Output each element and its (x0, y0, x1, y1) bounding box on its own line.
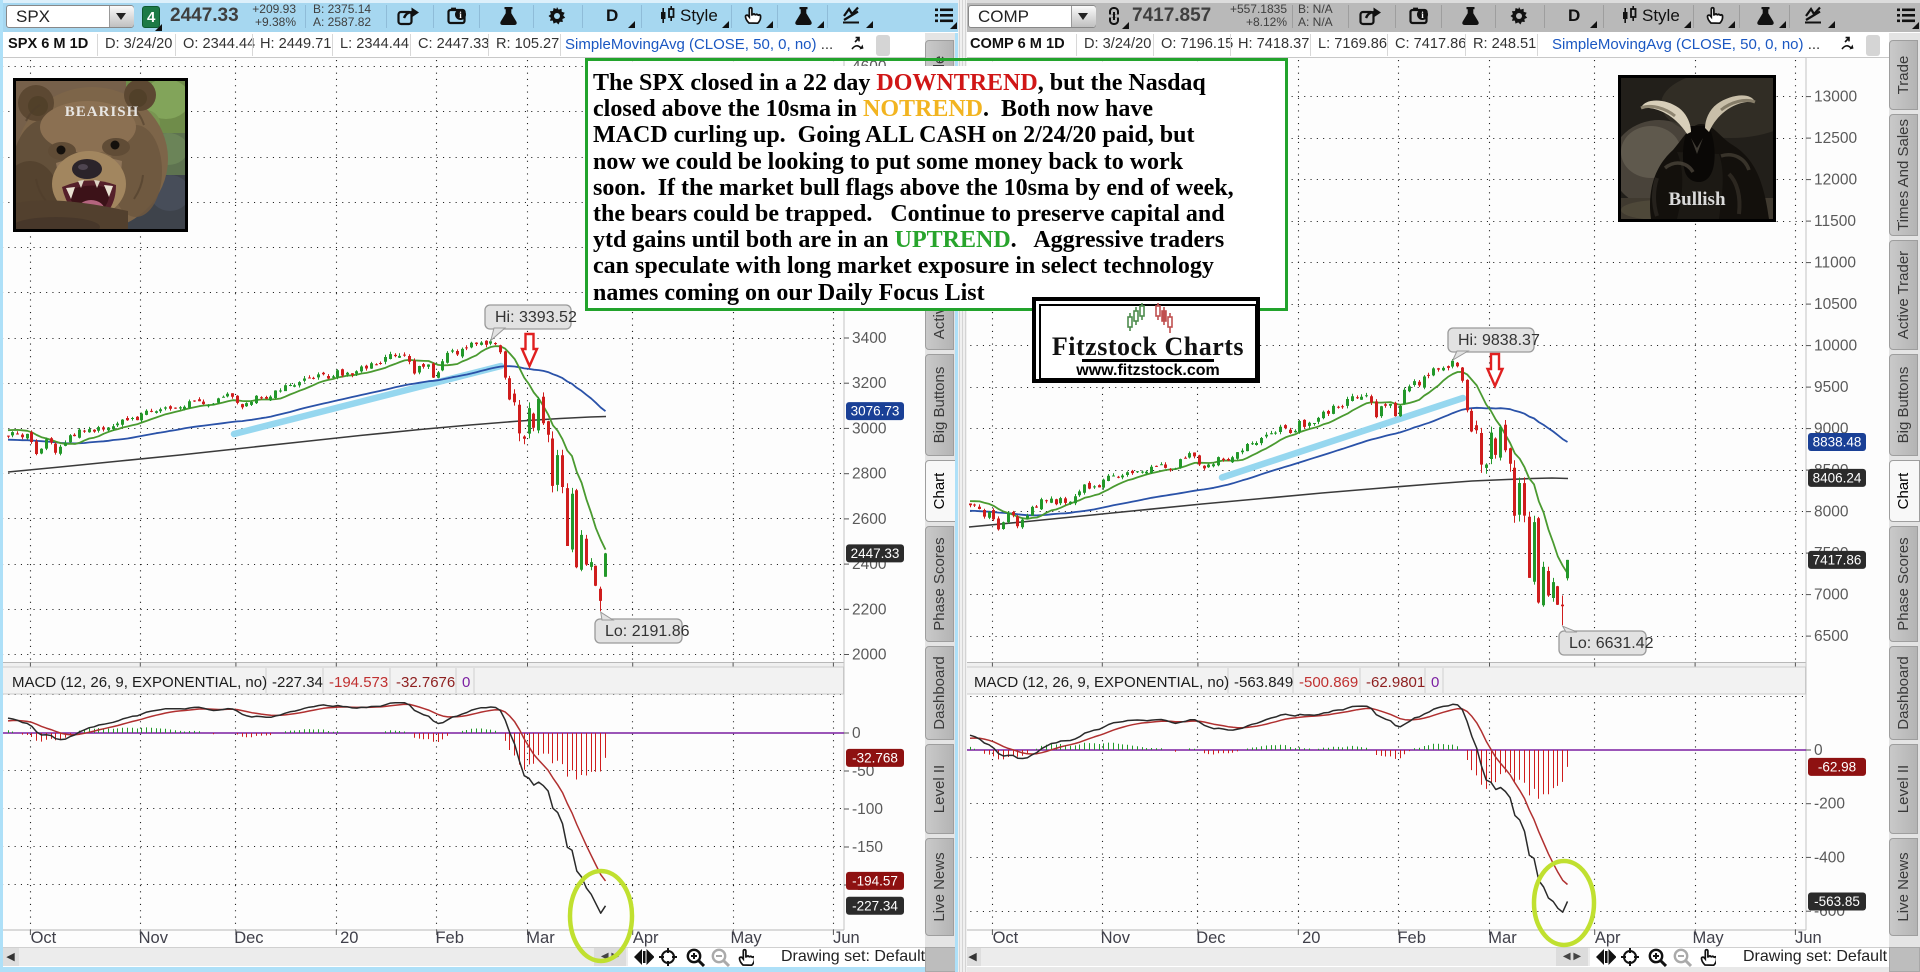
svg-text:0: 0 (852, 725, 861, 742)
svg-text:-32.7676: -32.7676 (396, 674, 455, 691)
svg-text:Mar: Mar (526, 929, 555, 947)
svg-text:13000: 13000 (1814, 89, 1857, 106)
svg-text:Dec: Dec (1196, 929, 1225, 947)
svg-text:3076.73: 3076.73 (851, 404, 900, 419)
svg-text:May: May (1693, 929, 1725, 947)
svg-text:-194.57: -194.57 (852, 873, 898, 888)
svg-text:Nov: Nov (139, 929, 169, 947)
svg-text:2800: 2800 (852, 466, 887, 483)
svg-text:MACD (12, 26, 9, EXPONENTIAL,: MACD (12, 26, 9, EXPONENTIAL, no) (974, 674, 1229, 691)
svg-text:6500: 6500 (1814, 628, 1849, 645)
svg-text:Jun: Jun (1795, 929, 1822, 947)
svg-text:-50: -50 (852, 763, 875, 780)
svg-text:9500: 9500 (1814, 379, 1849, 396)
svg-text:Oct: Oct (31, 929, 57, 947)
svg-text:Lo: 2191.86: Lo: 2191.86 (605, 623, 690, 640)
svg-text:Mar: Mar (1488, 929, 1517, 947)
svg-text:Feb: Feb (435, 929, 463, 947)
svg-text:Dec: Dec (234, 929, 263, 947)
svg-text:11500: 11500 (1814, 213, 1856, 230)
svg-text:-150: -150 (852, 839, 883, 856)
svg-text:Apr: Apr (1595, 929, 1621, 947)
svg-text:20: 20 (1302, 929, 1320, 947)
svg-text:2447.33: 2447.33 (851, 546, 900, 561)
svg-text:0: 0 (1431, 674, 1439, 691)
svg-text:MACD (12, 26, 9, EXPONENTIAL,: MACD (12, 26, 9, EXPONENTIAL, no) (12, 674, 267, 691)
svg-text:Hi: 3393.52: Hi: 3393.52 (495, 309, 577, 326)
svg-text:Hi: 9838.37: Hi: 9838.37 (1458, 332, 1540, 349)
svg-text:-194.573: -194.573 (329, 674, 388, 691)
svg-text:-62.9801: -62.9801 (1366, 674, 1425, 691)
svg-text:2200: 2200 (852, 601, 887, 618)
svg-text:0: 0 (1814, 742, 1823, 759)
svg-text:10500: 10500 (1814, 296, 1857, 313)
svg-text:-227.34: -227.34 (852, 898, 898, 913)
svg-text:12000: 12000 (1814, 172, 1857, 189)
svg-text:-62.98: -62.98 (1818, 759, 1856, 774)
svg-text:-100: -100 (852, 801, 883, 818)
svg-text:-227.34: -227.34 (272, 674, 323, 691)
svg-text:-563.849: -563.849 (1234, 674, 1293, 691)
svg-text:Lo: 6631.42: Lo: 6631.42 (1569, 635, 1654, 652)
svg-text:Apr: Apr (633, 929, 659, 947)
svg-text:Nov: Nov (1101, 929, 1131, 947)
svg-text:Jun: Jun (833, 929, 860, 947)
svg-text:8406.24: 8406.24 (1813, 470, 1862, 485)
svg-text:12500: 12500 (1814, 130, 1857, 147)
svg-text:BEARISH: BEARISH (65, 104, 140, 120)
svg-text:7417.86: 7417.86 (1813, 552, 1862, 567)
svg-text:3400: 3400 (852, 330, 887, 347)
svg-text:0: 0 (462, 674, 470, 691)
svg-text:7000: 7000 (1814, 587, 1849, 604)
svg-text:-563.85: -563.85 (1814, 894, 1860, 909)
svg-text:i: i (1421, 10, 1424, 20)
svg-text:8838.48: 8838.48 (1813, 435, 1862, 450)
svg-text:3200: 3200 (852, 375, 887, 392)
svg-text:8000: 8000 (1814, 504, 1849, 521)
svg-text:Oct: Oct (993, 929, 1019, 947)
svg-text:i: i (459, 10, 462, 20)
svg-text:-32.768: -32.768 (852, 750, 898, 765)
svg-text:-400: -400 (1814, 849, 1845, 866)
svg-text:-500.869: -500.869 (1299, 674, 1358, 691)
svg-text:May: May (731, 929, 763, 947)
svg-text:2000: 2000 (852, 647, 887, 664)
svg-text:10000: 10000 (1814, 338, 1857, 355)
svg-text:11000: 11000 (1814, 255, 1856, 272)
svg-text:Feb: Feb (1397, 929, 1425, 947)
svg-text:20: 20 (340, 929, 358, 947)
svg-text:Bullish: Bullish (1668, 189, 1725, 210)
svg-text:3000: 3000 (852, 420, 887, 437)
svg-text:-200: -200 (1814, 796, 1845, 813)
svg-text:2600: 2600 (852, 511, 887, 528)
